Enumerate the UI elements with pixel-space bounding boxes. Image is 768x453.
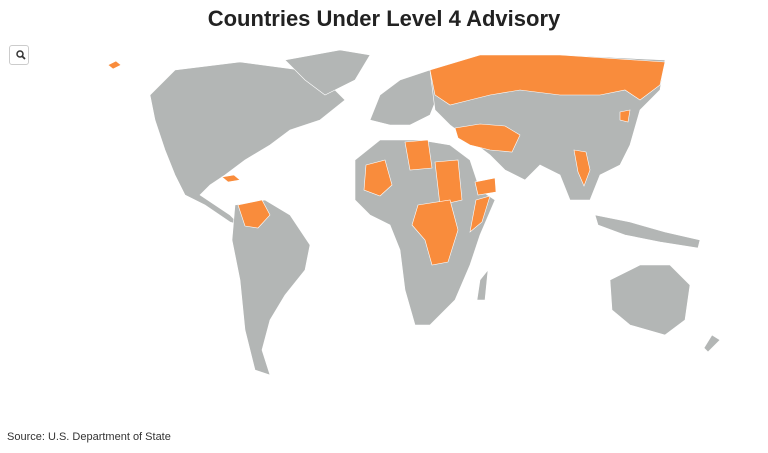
madagascar bbox=[476, 269, 489, 301]
world-map bbox=[107, 49, 721, 376]
highlight-region bbox=[469, 195, 491, 233]
islands bbox=[594, 214, 701, 249]
map-title: Countries Under Level 4 Advisory bbox=[207, 6, 561, 31]
highlight-region bbox=[573, 149, 591, 187]
new-zealand bbox=[703, 334, 721, 353]
highlight-region bbox=[363, 159, 393, 197]
zoom-button[interactable] bbox=[9, 45, 29, 65]
europe bbox=[369, 69, 441, 126]
highlight-region bbox=[107, 60, 122, 70]
highlight-region bbox=[429, 54, 666, 106]
highlight-region bbox=[404, 139, 433, 171]
highlight-region bbox=[237, 199, 271, 229]
source-note: Source: U.S. Department of State bbox=[7, 431, 171, 443]
highlight-region bbox=[619, 109, 631, 123]
highlight-region bbox=[221, 174, 241, 183]
highlight-region bbox=[474, 177, 497, 196]
zoom-icon bbox=[16, 49, 26, 60]
highlight-region bbox=[434, 159, 463, 206]
south-america bbox=[231, 199, 311, 376]
highlight-region bbox=[411, 199, 459, 266]
highlight-region bbox=[454, 123, 521, 153]
australia bbox=[609, 264, 691, 336]
greenland bbox=[284, 49, 371, 96]
